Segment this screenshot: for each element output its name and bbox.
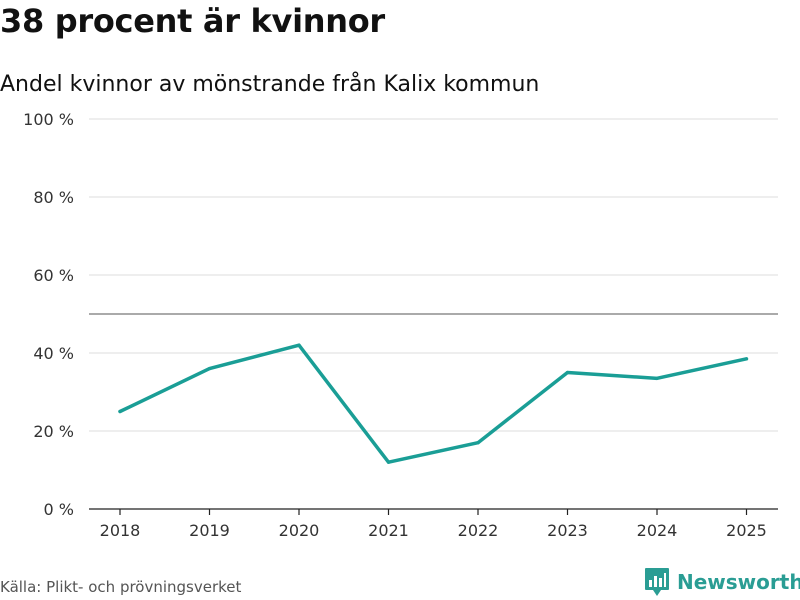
data-point [655, 376, 659, 380]
data-point [386, 460, 391, 464]
data-point [207, 367, 212, 371]
source-note: Källa: Plikt- och prövningsverket [0, 578, 242, 596]
y-tick-label: 40 % [33, 344, 74, 363]
line-chart: 0 % 20 % 40 % 60 % 80 % 100 % 2018 2019 2020 202… [23, 110, 778, 540]
data-point [476, 441, 480, 445]
y-tick-label: 0 % [44, 500, 74, 519]
y-axis: 0 % 20 % 40 % 60 % 80 % 100 % [23, 110, 74, 519]
x-tick-label: 2024 [637, 521, 678, 540]
bar-chart-logo-icon [645, 568, 669, 596]
x-tick-label: 2022 [458, 521, 499, 540]
data-point [297, 343, 301, 347]
chart-subtitle: Andel kvinnor av mönstrande från Kalix k… [0, 72, 540, 97]
series-group [118, 343, 749, 464]
y-tick-label: 60 % [33, 266, 74, 285]
y-tick-label: 100 % [23, 110, 74, 129]
data-point [118, 409, 122, 414]
x-tick-label: 2020 [279, 521, 320, 540]
x-axis: 2018 2019 2020 2021 2022 2023 2024 2025 [89, 508, 778, 540]
y-tick-label: 20 % [33, 422, 74, 441]
brand-name: Newsworthy [677, 570, 800, 594]
x-tick-label: 2018 [100, 521, 141, 540]
x-tick-label: 2023 [547, 521, 588, 540]
chart-title: 38 procent är kvinnor [0, 2, 385, 40]
gridlines [89, 118, 778, 432]
data-point [744, 357, 749, 361]
data-point [565, 370, 570, 375]
series-line [118, 343, 749, 464]
x-tick-label: 2025 [726, 521, 767, 540]
x-tick-label: 2019 [189, 521, 230, 540]
x-tick-label: 2021 [368, 521, 409, 540]
y-tick-label: 80 % [33, 188, 74, 207]
brand-logo: Newsworthy [644, 567, 800, 597]
